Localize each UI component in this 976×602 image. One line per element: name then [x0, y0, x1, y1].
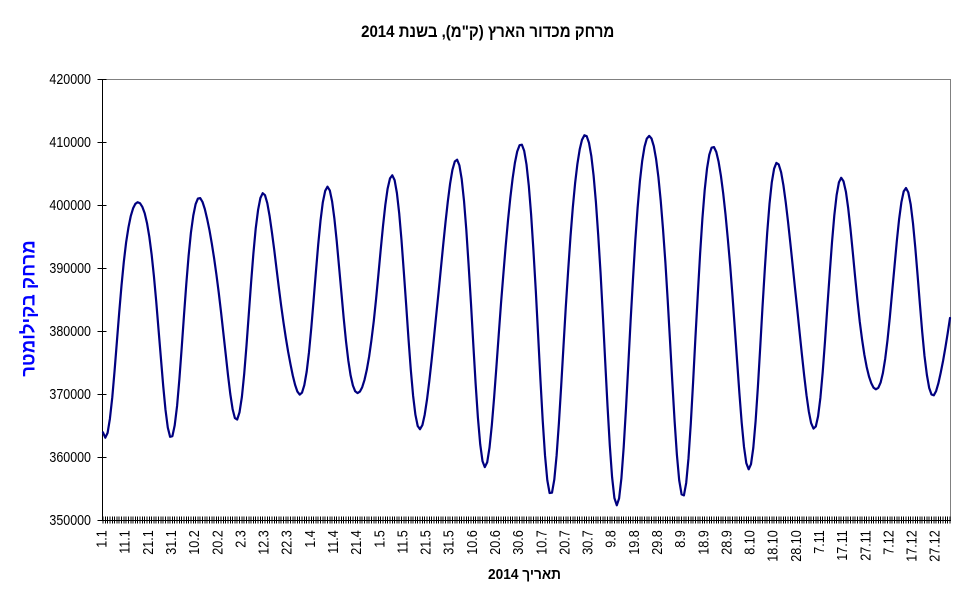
- svg-text:10.2: 10.2: [186, 530, 202, 555]
- svg-text:420000: 420000: [49, 71, 91, 87]
- svg-text:21.4: 21.4: [348, 530, 364, 555]
- svg-text:370000: 370000: [49, 386, 91, 402]
- svg-text:17.11: 17.11: [834, 530, 850, 561]
- svg-text:18.9: 18.9: [695, 530, 711, 555]
- svg-text:20.6: 20.6: [487, 530, 503, 555]
- svg-text:11.5: 11.5: [395, 530, 411, 554]
- svg-text:30.7: 30.7: [580, 530, 596, 555]
- svg-text:מרחק בקילומטר: מרחק בקילומטר: [17, 240, 38, 377]
- svg-text:1.1: 1.1: [94, 530, 110, 548]
- svg-text:7.11: 7.11: [811, 530, 827, 554]
- svg-text:1.4: 1.4: [302, 530, 318, 548]
- svg-text:27.12: 27.12: [927, 530, 943, 562]
- svg-text:30.6: 30.6: [510, 530, 526, 555]
- svg-text:18.10: 18.10: [765, 530, 781, 562]
- svg-text:8.9: 8.9: [672, 530, 688, 548]
- svg-text:8.10: 8.10: [742, 530, 758, 555]
- svg-text:350000: 350000: [49, 512, 91, 528]
- svg-text:400000: 400000: [49, 197, 91, 213]
- svg-text:9.8: 9.8: [603, 530, 619, 548]
- svg-text:תאריך 2014: תאריך 2014: [488, 566, 561, 582]
- svg-text:29.8: 29.8: [649, 530, 665, 555]
- svg-text:7.12: 7.12: [881, 530, 897, 555]
- svg-text:10.7: 10.7: [533, 530, 549, 555]
- svg-text:31.5: 31.5: [441, 530, 457, 555]
- svg-text:390000: 390000: [49, 260, 91, 276]
- svg-text:360000: 360000: [49, 449, 91, 465]
- svg-text:2.3: 2.3: [233, 530, 249, 548]
- svg-text:20.7: 20.7: [557, 530, 573, 555]
- svg-text:27.11: 27.11: [857, 530, 873, 561]
- svg-text:11.1: 11.1: [117, 530, 133, 554]
- svg-text:10.6: 10.6: [464, 530, 480, 555]
- svg-text:21.5: 21.5: [418, 530, 434, 555]
- svg-text:11.4: 11.4: [325, 530, 341, 554]
- svg-text:380000: 380000: [49, 323, 91, 339]
- svg-text:410000: 410000: [49, 134, 91, 150]
- svg-text:28.9: 28.9: [719, 530, 735, 555]
- svg-text:28.10: 28.10: [788, 530, 804, 562]
- svg-text:17.12: 17.12: [904, 530, 920, 562]
- svg-text:20.2: 20.2: [209, 530, 225, 555]
- svg-text:12.3: 12.3: [256, 530, 272, 555]
- svg-text:19.8: 19.8: [626, 530, 642, 555]
- svg-text:22.3: 22.3: [279, 530, 295, 555]
- svg-text:31.1: 31.1: [163, 530, 179, 555]
- svg-text:21.1: 21.1: [140, 530, 156, 555]
- svg-text:מרחק מכדור הארץ (ק"מ), בשנת 20: מרחק מכדור הארץ (ק"מ), בשנת 2014: [361, 22, 614, 41]
- svg-text:1.5: 1.5: [371, 530, 387, 548]
